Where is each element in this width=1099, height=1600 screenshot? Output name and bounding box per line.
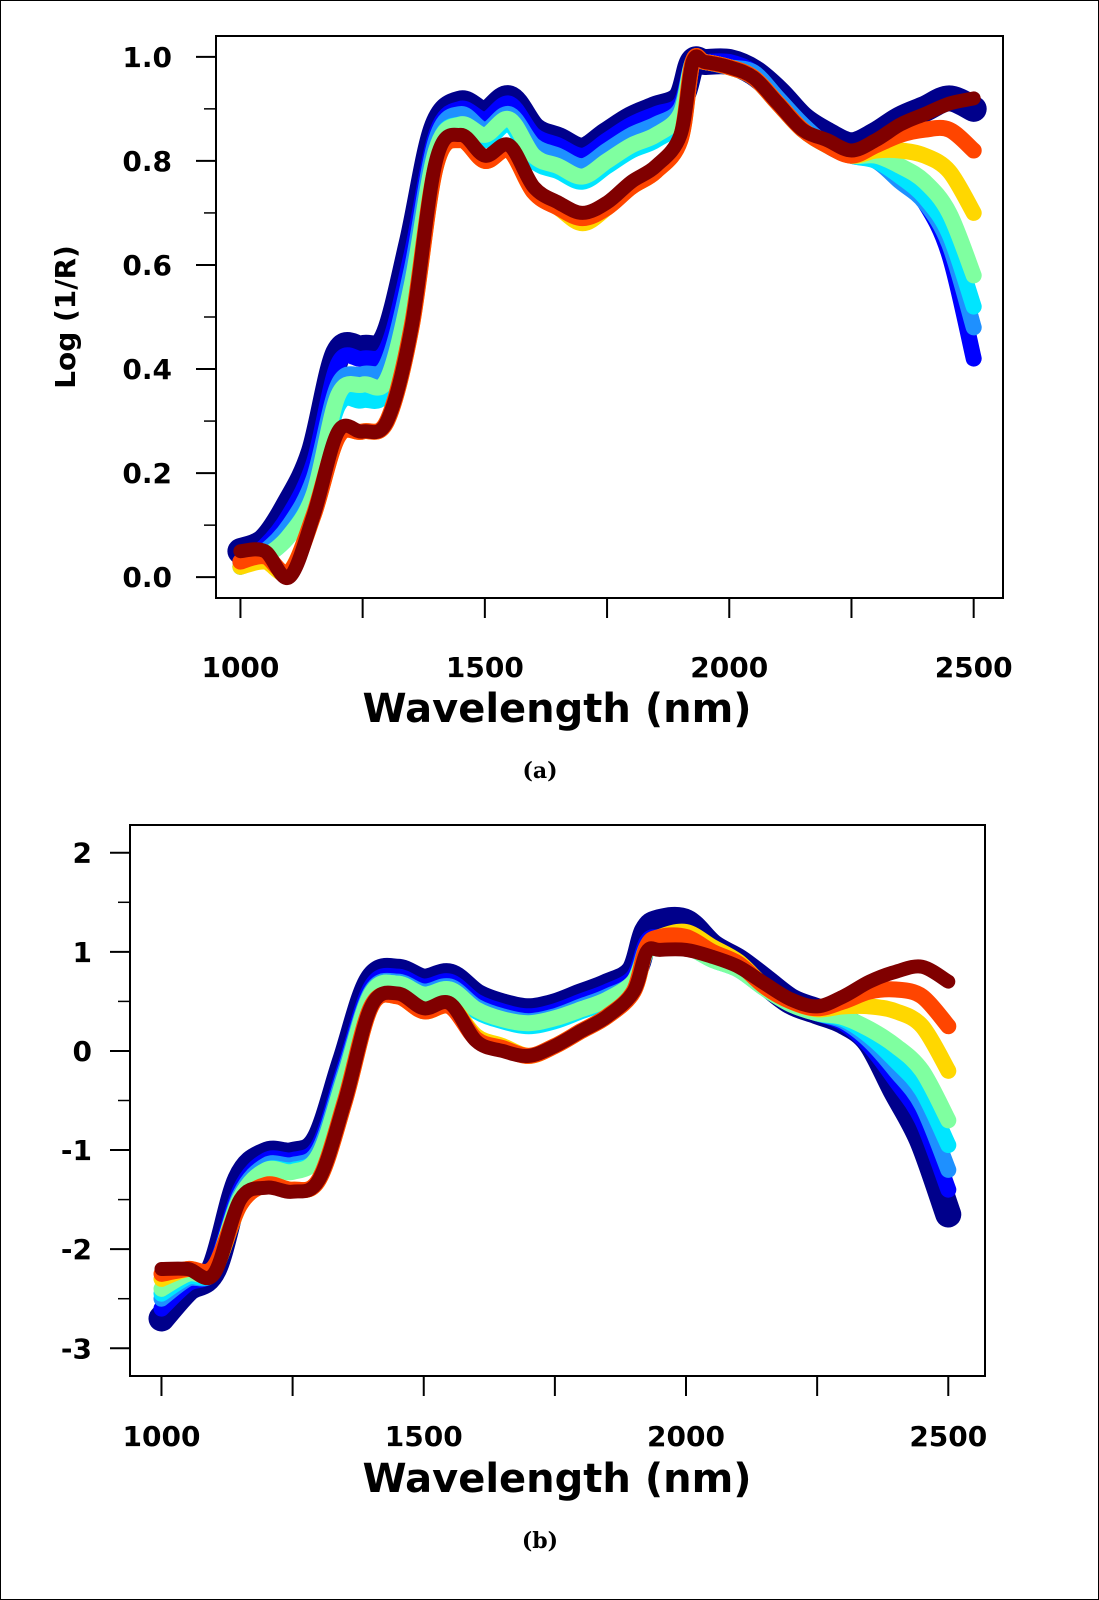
plot-a-y-title: Log (1/R) [49,245,82,389]
x-tick-label: 1000 [123,1420,201,1453]
plot-b-caption: (b) [522,1528,558,1554]
x-tick-label: 2000 [690,651,768,684]
spectrum-series-line [233,49,981,586]
y-tick-label: 0.2 [122,457,172,490]
plot-b-y-axis: 2 1 0 -1 -2 -3 [61,837,130,1365]
spectrum-series-line [148,906,962,1332]
x-tick-label: 2500 [935,651,1013,684]
spectrum-series-line [153,927,957,1282]
plot-b-x-title: Wavelength (nm) [362,1456,751,1502]
y-tick-label: 0 [73,1035,92,1068]
plot-a-y-axis: 0.0 0.2 0.4 0.6 0.8 1.0 [122,41,216,594]
plot-a-x-title: Wavelength (nm) [362,686,751,732]
x-tick-label: 2500 [909,1420,987,1453]
panel-b: 2 1 0 -1 -2 -3 1000 1500 2000 2500 Wavelength (n… [61,824,987,1554]
plot-a-x-axis: 1000 1500 2000 2500 [201,598,1013,684]
y-tick-label: 2 [73,837,92,870]
y-tick-label: 1.0 [122,41,172,74]
plot-b-box [129,824,986,1377]
spectrum-series-line [154,941,956,1286]
y-tick-label: 0.6 [122,249,172,282]
spectrum-series-line [153,927,957,1317]
plot-a-caption: (a) [522,758,557,784]
plot-b-series [148,906,962,1332]
x-tick-label: 1500 [446,651,524,684]
y-tick-label: -2 [61,1233,92,1266]
x-tick-label: 2000 [647,1420,725,1453]
x-tick-label: 1000 [201,651,279,684]
spectrum-series-line [153,923,957,1287]
y-tick-label: -1 [61,1134,92,1167]
y-tick-label: 1 [73,936,92,969]
y-tick-label: 0.8 [122,145,172,178]
x-tick-label: 1500 [385,1420,463,1453]
y-tick-label: -3 [61,1332,92,1365]
plot-a-series [227,46,987,586]
plot-b-x-axis: 1000 1500 2000 2500 [123,1376,987,1453]
y-tick-label: 0.4 [122,353,172,386]
y-tick-label: 0.0 [122,561,172,594]
panel-a: 0.0 0.2 0.4 0.6 0.8 1.0 1000 1500 2000 2500 Wave… [49,35,1013,784]
